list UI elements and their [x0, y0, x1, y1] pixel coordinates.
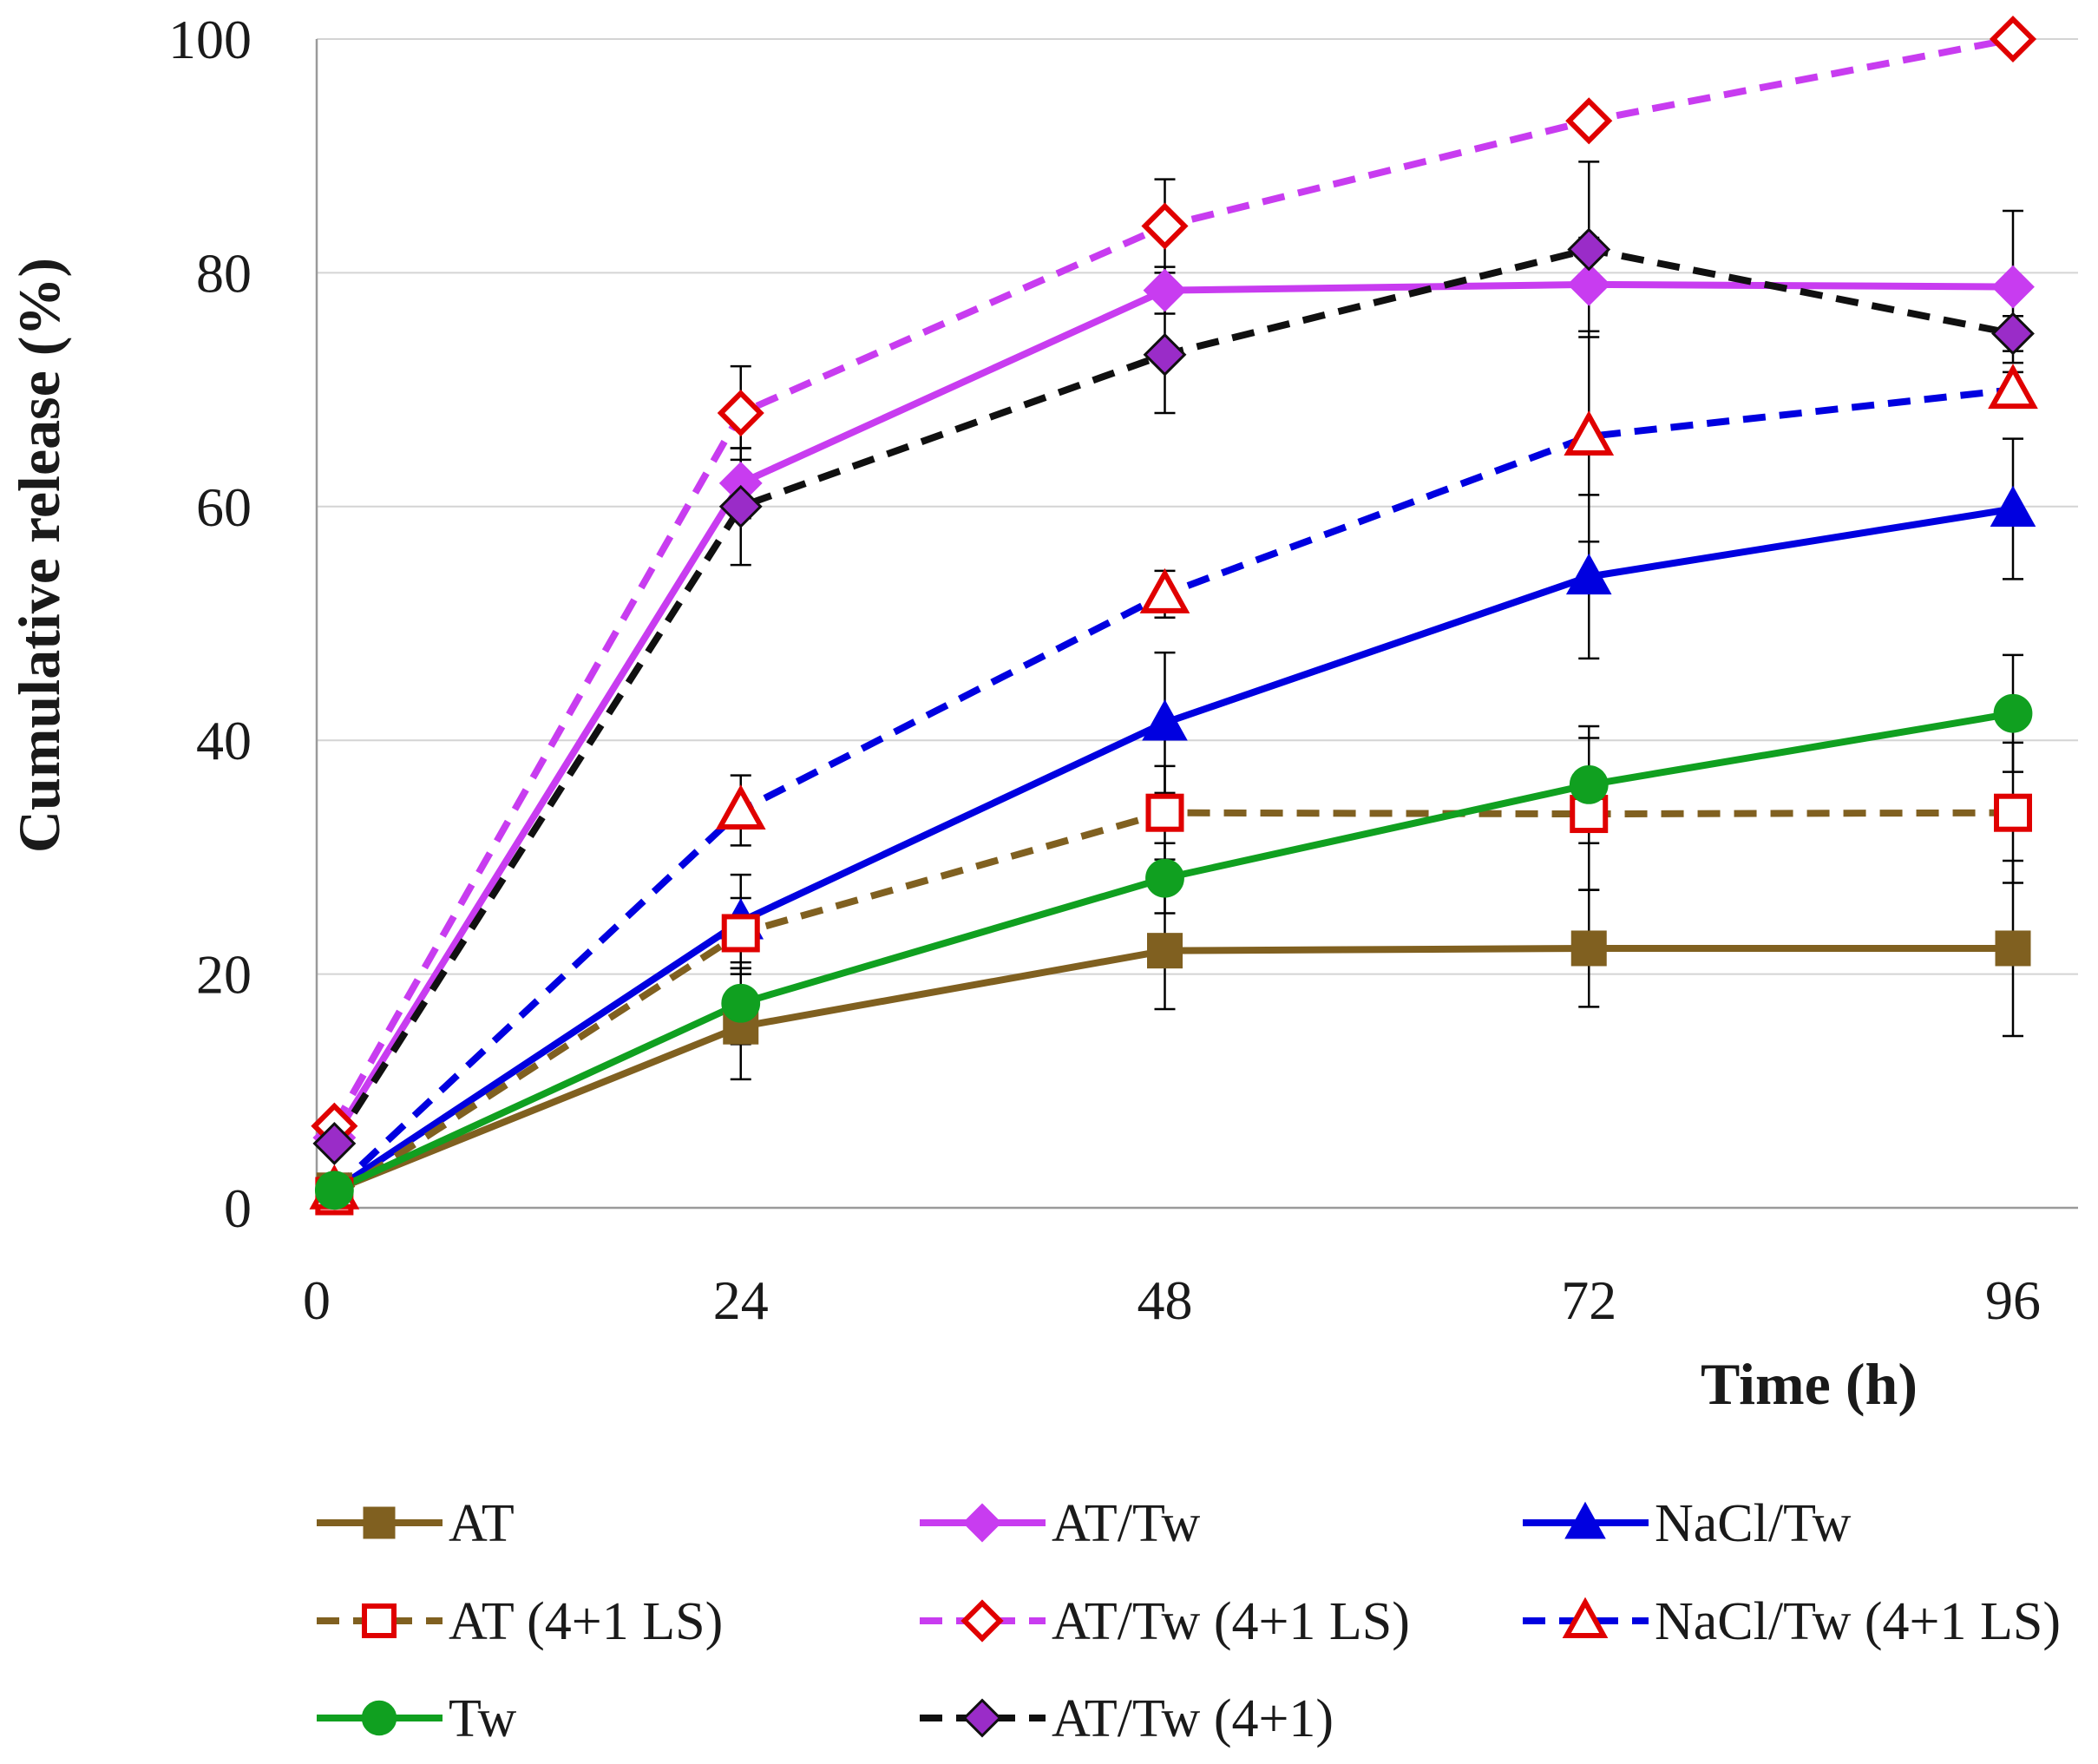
grid-layer: [317, 38, 2078, 975]
y-tick-label-80: 80: [196, 242, 252, 304]
data-point-at-tw-4-1-48: [1143, 332, 1187, 377]
legend-marker-at-tw: [962, 1503, 1002, 1543]
series-line-at: [331, 944, 2016, 1194]
data-point-nacl-tw-96: [1990, 485, 2036, 527]
axis-layer: [315, 39, 2078, 1210]
data-point-nacl-tw-4-1-ls-72: [1564, 410, 1615, 456]
y-axis-title: Cumulative release (%): [6, 258, 72, 853]
legend-label-at-4-1-ls: AT (4+1 LS): [449, 1592, 723, 1651]
data-point-tw-1: [314, 1171, 354, 1210]
y-tick-label-40: 40: [196, 710, 252, 771]
legend-item-at-tw-4-1: AT/Tw (4+1): [920, 1689, 1334, 1748]
data-point-at-tw-4-1-ls-24: [717, 389, 764, 437]
x-tick-label-72: 72: [1561, 1269, 1616, 1331]
data-point-at-tw-72: [1567, 262, 1611, 306]
y-tick-label-20: 20: [196, 944, 252, 1006]
legend-item-at-tw: AT/Tw: [920, 1494, 1201, 1553]
legend-marker-at: [363, 1506, 396, 1539]
y-tick-label-0: 0: [224, 1177, 252, 1239]
legend-item-tw: Tw: [317, 1689, 517, 1748]
data-point-at-tw-4-1-ls-72: [1565, 97, 1613, 145]
data-point-at-48: [1147, 933, 1183, 969]
legend-item-nacl-tw: NaCl/Tw: [1523, 1494, 1852, 1553]
legend-label-at: AT: [449, 1494, 515, 1553]
legend-item-nacl-tw-4-1-ls: NaCl/Tw (4+1 LS): [1523, 1592, 2061, 1651]
tick-label-layer: 0 20 40 60 80 100 0 24 48 72 96: [168, 9, 2041, 1331]
legend-label-at-tw-4-1-ls: AT/Tw (4+1 LS): [1052, 1592, 1410, 1651]
legend-marker-tw: [361, 1700, 397, 1736]
marker-layer: [309, 15, 2038, 1216]
data-point-at-tw-4-1-ls-48: [1141, 202, 1189, 250]
data-point-nacl-tw-4-1-ls-48: [1139, 567, 1190, 613]
legend-label-at-tw: AT/Tw: [1052, 1494, 1201, 1553]
x-tick-label-0: 0: [303, 1269, 331, 1331]
data-point-at-96: [1995, 930, 2031, 967]
data-point-tw-72: [1569, 764, 1609, 804]
legend-label-tw: Tw: [449, 1689, 517, 1748]
data-point-nacl-tw-4-1-ls-96: [1988, 364, 2038, 410]
legend-marker-at-4-1-ls: [362, 1603, 397, 1638]
data-point-tw-48: [1145, 858, 1184, 898]
data-point-at-tw-4-1-ls-96: [1989, 15, 2037, 63]
legend-label-nacl-tw: NaCl/Tw: [1655, 1494, 1852, 1553]
legend: AT AT/Tw NaCl/Tw AT (4+1 LS) AT/Tw (4+1 LS) N…: [317, 1494, 2061, 1748]
error-bar-layer: [730, 26, 2023, 1081]
data-point-at-tw-48: [1143, 268, 1187, 312]
data-point-nacl-tw-4-1-ls-24: [715, 784, 766, 830]
legend-marker-at-tw-4-1-ls: [960, 1599, 1004, 1643]
x-tick-label-48: 48: [1138, 1269, 1193, 1331]
data-point-nacl-tw-72: [1565, 553, 1612, 595]
data-point-tw-24: [721, 983, 761, 1023]
x-tick-label-24: 24: [713, 1269, 769, 1331]
legend-item-at: AT: [317, 1494, 515, 1553]
x-axis-title: Time (h): [1701, 1351, 1918, 1417]
legend-marker-nacl-tw-4-1-ls: [1562, 1597, 1609, 1638]
legend-label-at-tw-4-1: AT/Tw (4+1): [1052, 1689, 1334, 1748]
data-point-tw-96: [1993, 693, 2033, 733]
data-point-at-4-1-ls-24: [721, 914, 760, 953]
legend-marker-at-tw-4-1: [962, 1698, 1002, 1738]
data-point-at-tw-4-1-96: [1991, 311, 2035, 356]
y-tick-label-100: 100: [168, 9, 252, 70]
data-point-nacl-tw-48: [1142, 699, 1188, 741]
data-point-at-72: [1570, 930, 1607, 967]
data-point-at-tw-4-1-1: [312, 1121, 357, 1165]
data-point-at-tw-96: [1991, 265, 2035, 309]
legend-marker-nacl-tw: [1564, 1501, 1606, 1539]
legend-label-nacl-tw-4-1-ls: NaCl/Tw (4+1 LS): [1655, 1592, 2061, 1651]
data-point-at-4-1-ls-48: [1145, 793, 1184, 832]
series-line-nacl-tw-4-1-ls: [331, 386, 2014, 1193]
x-tick-label-96: 96: [1985, 1269, 2041, 1331]
data-point-at-tw-4-1-72: [1567, 227, 1611, 272]
legend-item-at-tw-4-1-ls: AT/Tw (4+1 LS): [920, 1592, 1410, 1651]
data-point-at-4-1-ls-96: [1994, 793, 2032, 832]
y-tick-label-60: 60: [196, 476, 252, 538]
legend-item-at-4-1-ls: AT (4+1 LS): [317, 1592, 723, 1651]
data-point-at-tw-4-1-24: [718, 484, 763, 528]
